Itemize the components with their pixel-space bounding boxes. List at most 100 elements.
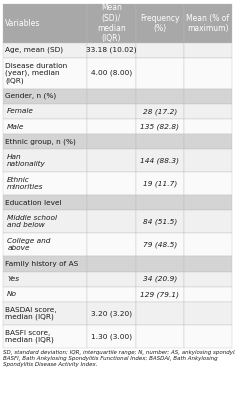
Bar	[136, 172, 184, 195]
Bar	[184, 272, 232, 287]
Bar	[3, 58, 86, 89]
Text: Ethnic group, n (%): Ethnic group, n (%)	[5, 138, 76, 145]
Bar	[184, 287, 232, 302]
Text: BASDAI score,
median (IQR): BASDAI score, median (IQR)	[5, 307, 56, 320]
Text: BASFI score,
median (IQR): BASFI score, median (IQR)	[5, 330, 54, 343]
Bar	[3, 195, 86, 210]
Bar	[184, 325, 232, 348]
Text: Yes: Yes	[7, 276, 19, 282]
Text: Family history of AS: Family history of AS	[5, 261, 78, 267]
Bar	[3, 43, 86, 58]
Bar	[184, 210, 232, 234]
Bar	[86, 302, 136, 325]
Text: 28 (17.2): 28 (17.2)	[143, 108, 177, 115]
Text: 129 (79.1): 129 (79.1)	[140, 291, 179, 298]
Bar	[3, 234, 86, 256]
Bar	[86, 287, 136, 302]
Bar	[184, 104, 232, 119]
Bar	[86, 134, 136, 149]
Bar	[184, 43, 232, 58]
Text: 79 (48.5): 79 (48.5)	[143, 242, 177, 248]
Text: Middle school
and below: Middle school and below	[7, 216, 57, 228]
Bar	[86, 272, 136, 287]
Bar	[136, 302, 184, 325]
Text: No: No	[7, 292, 17, 298]
Text: Male: Male	[7, 124, 25, 130]
Bar	[136, 43, 184, 58]
Text: Gender, n (%): Gender, n (%)	[5, 93, 56, 100]
Text: Frequency
(%): Frequency (%)	[140, 14, 180, 33]
Bar	[86, 4, 136, 43]
Bar	[136, 210, 184, 234]
Bar	[86, 149, 136, 172]
Bar	[184, 4, 232, 43]
Bar	[136, 256, 184, 272]
Bar	[86, 119, 136, 134]
Text: Han
nationality: Han nationality	[7, 154, 46, 167]
Bar	[136, 234, 184, 256]
Bar	[3, 210, 86, 234]
Text: Education level: Education level	[5, 200, 62, 206]
Bar	[86, 89, 136, 104]
Bar	[86, 195, 136, 210]
Text: Ethnic
minorities: Ethnic minorities	[7, 177, 44, 190]
Bar	[3, 302, 86, 325]
Text: Age, mean (SD): Age, mean (SD)	[5, 47, 63, 54]
Bar	[3, 119, 86, 134]
Text: 33.18 (10.02): 33.18 (10.02)	[86, 47, 137, 54]
Bar	[136, 104, 184, 119]
Text: College and
above: College and above	[7, 238, 51, 252]
Bar	[136, 195, 184, 210]
Bar	[3, 172, 86, 195]
Bar	[184, 302, 232, 325]
Bar	[3, 4, 86, 43]
Text: Female: Female	[7, 108, 34, 114]
Text: 3.20 (3.20): 3.20 (3.20)	[91, 310, 132, 317]
Bar	[3, 256, 86, 272]
Bar	[86, 43, 136, 58]
Bar	[3, 89, 86, 104]
Text: 135 (82.8): 135 (82.8)	[140, 123, 179, 130]
Text: 34 (20.9): 34 (20.9)	[143, 276, 177, 282]
Bar	[184, 119, 232, 134]
Text: 4.00 (8.00): 4.00 (8.00)	[90, 70, 132, 76]
Bar	[184, 134, 232, 149]
Bar	[136, 58, 184, 89]
Bar	[86, 210, 136, 234]
Bar	[86, 325, 136, 348]
Bar	[136, 89, 184, 104]
Bar	[136, 119, 184, 134]
Bar	[184, 234, 232, 256]
Bar	[86, 172, 136, 195]
Bar	[136, 134, 184, 149]
Bar	[3, 325, 86, 348]
Text: SD, standard deviation; IQR, interquartile range; N, number; AS, ankylosing spon: SD, standard deviation; IQR, interquarti…	[3, 350, 235, 367]
Text: Disease duration
(year), median
(IQR): Disease duration (year), median (IQR)	[5, 63, 67, 84]
Bar	[136, 272, 184, 287]
Text: Variables: Variables	[5, 19, 40, 28]
Bar	[86, 58, 136, 89]
Bar	[136, 149, 184, 172]
Text: 144 (88.3): 144 (88.3)	[140, 158, 179, 164]
Text: Mean
(SD)/
median
(IQR): Mean (SD)/ median (IQR)	[97, 3, 125, 44]
Bar	[136, 287, 184, 302]
Text: 1.30 (3.00): 1.30 (3.00)	[91, 333, 132, 340]
Bar	[3, 104, 86, 119]
Bar	[184, 58, 232, 89]
Bar	[86, 104, 136, 119]
Bar	[3, 287, 86, 302]
Bar	[184, 195, 232, 210]
Bar	[86, 256, 136, 272]
Bar	[184, 256, 232, 272]
Bar	[3, 149, 86, 172]
Bar	[184, 149, 232, 172]
Bar	[136, 325, 184, 348]
Text: 84 (51.5): 84 (51.5)	[143, 219, 177, 225]
Bar	[86, 234, 136, 256]
Text: Mean (% of
maximum): Mean (% of maximum)	[186, 14, 230, 33]
Bar	[3, 272, 86, 287]
Bar	[136, 4, 184, 43]
Bar	[184, 89, 232, 104]
Text: 19 (11.7): 19 (11.7)	[143, 180, 177, 187]
Bar	[3, 134, 86, 149]
